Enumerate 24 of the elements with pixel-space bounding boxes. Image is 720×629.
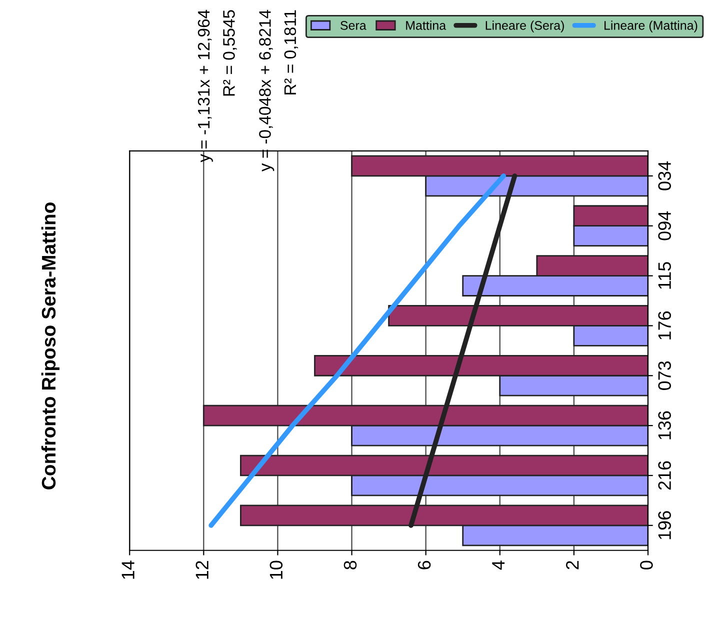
y-tick-label: 094 — [658, 211, 671, 240]
legend-label: Lineare (Mattina) — [604, 20, 698, 32]
x-tick-label: 12 — [196, 561, 208, 579]
text: R² = 0,1811 — [284, 10, 298, 94]
y-tick-label: 136 — [658, 411, 671, 440]
y-tick-label: 196 — [658, 511, 671, 540]
y-tick-label: 176 — [658, 311, 671, 340]
x-tick-label: 14 — [122, 560, 134, 579]
x-tick-label: 0 — [640, 560, 653, 570]
text: Confronto Riposo Sera-Mattino — [41, 202, 60, 490]
y-tick-label: 073 — [658, 361, 671, 390]
x-tick-label: 6 — [418, 560, 431, 570]
y-tick-label: 216 — [658, 461, 671, 490]
x-tick-label: 2 — [566, 561, 579, 570]
y-tick-label: 034 — [658, 161, 671, 190]
x-tick-label: 4 — [492, 560, 505, 570]
annotation: y = -1,131x + 12,964 — [198, 10, 213, 162]
text: R² = 0,5545 — [223, 10, 237, 96]
x-tick-label: 8 — [344, 560, 357, 570]
y-tick-label: 115 — [658, 262, 671, 289]
legend-label: Lineare (Sera) — [486, 20, 564, 32]
legend-label: Sera — [340, 21, 366, 30]
legend-label: Mattina — [406, 20, 446, 30]
x-tick-label: 10 — [270, 560, 283, 579]
